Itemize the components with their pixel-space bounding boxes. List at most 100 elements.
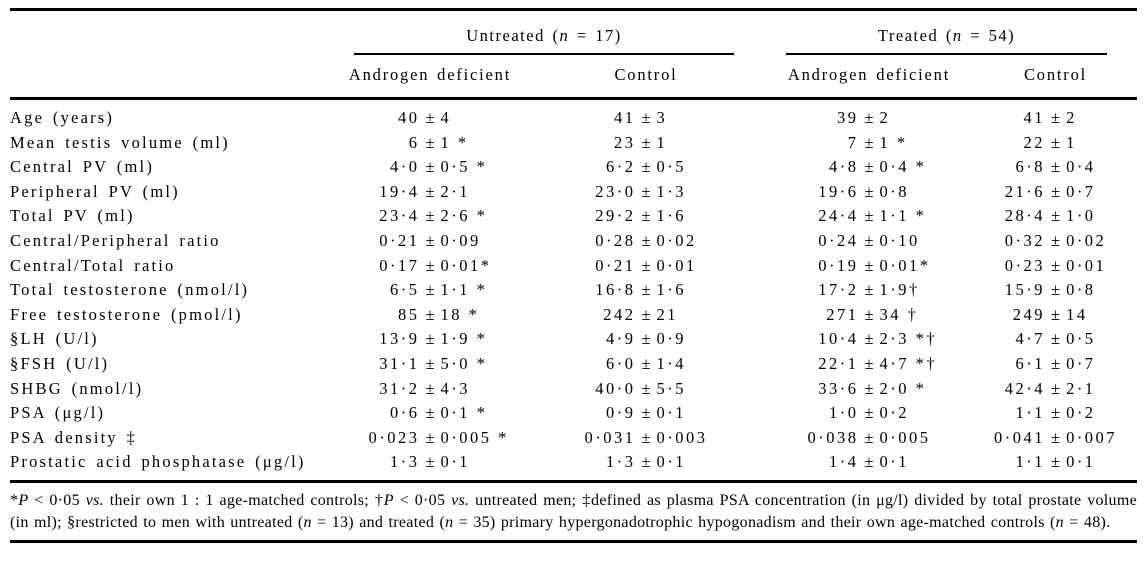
row-label: Central PV (ml) (10, 157, 155, 177)
table-row: PSA (μg/l) 0·6 ±0·1 * 0·9 ±0·1 1·0 ±0·2 1·1 ±0·2 (10, 401, 1137, 426)
group-header-untreated: Untreated (n = 17) (332, 10, 764, 55)
measurement-value: 0·038 (807, 427, 859, 447)
row-label: Total testosterone (nmol/l) (10, 280, 250, 300)
measurement-value: 6 (408, 132, 420, 152)
row-label: Age (years) (10, 108, 115, 127)
plus-minus-sign: ± (425, 255, 435, 275)
measurement: 0·32 ±0·02 (974, 229, 1137, 254)
data-cell: 28·4 ±1·0 (974, 204, 1137, 229)
plus-minus-sign: ± (641, 108, 651, 127)
measurement-error: 1 * (440, 132, 469, 152)
measurement-value: 10·4 (818, 329, 859, 349)
measurement-error: 2·3 *† (879, 329, 938, 349)
plus-minus-sign: ± (864, 403, 874, 423)
table-row: PSA density ‡ 0·023 ±0·005 * 0·031 ±0·003 0·0… (10, 426, 1137, 451)
measurement-value: 6·1 (1015, 353, 1045, 373)
column-header-untreated-androgen-deficient: Androgen deficient (332, 55, 528, 100)
data-cell: 19·4 ±2·1 (332, 180, 528, 205)
measurement-value: 15·9 (1004, 280, 1045, 300)
table-row: Central PV (ml) 4·0 ±0·5 * 6·2 ±0·5 4·8 ±0·4 *… (10, 155, 1137, 180)
plus-minus-sign: ± (425, 108, 435, 127)
measurement: 39 ±2 (764, 106, 974, 131)
measurement: 1·3 ±0·1 (528, 450, 764, 475)
measurement-value: 40·0 (595, 378, 636, 398)
plus-minus-sign: ± (864, 132, 874, 152)
data-cell: 6 ±1 * (332, 131, 528, 156)
measurement: 6·8 ±0·4 (974, 155, 1137, 180)
plus-minus-sign: ± (425, 403, 435, 423)
data-cell: 0·9 ±0·1 (528, 401, 764, 426)
plus-minus-sign: ± (1051, 230, 1061, 250)
measurement-value: 0·28 (595, 230, 636, 250)
measurement-value: 0·041 (994, 427, 1045, 447)
plus-minus-sign: ± (864, 329, 874, 349)
measurement: 41 ±3 (528, 106, 764, 131)
data-cell: 33·6 ±2·0 * (764, 377, 974, 402)
measurement-error: 2·6 * (440, 206, 488, 226)
plus-minus-sign: ± (641, 452, 651, 472)
measurement-error: 0·007 (1066, 427, 1118, 447)
plus-minus-sign: ± (864, 378, 874, 398)
data-cell: 1·4 ±0·1 (764, 450, 974, 481)
measurement-error: 0·09 (440, 230, 481, 250)
column-header-row: Androgen deficient Control Androgen defi… (10, 55, 1138, 100)
measurement-value: 21·6 (1004, 181, 1045, 201)
measurement-error: 5·5 (656, 378, 687, 398)
data-cell: 0·19 ±0·01* (764, 254, 974, 279)
plus-minus-sign: ± (641, 403, 651, 423)
measurement-value: 6·2 (605, 157, 636, 177)
plus-minus-sign: ± (425, 353, 435, 373)
measurement-value: 0·21 (379, 230, 420, 250)
data-cell: 4·9 ±0·9 (528, 327, 764, 352)
data-cell: 1·1 ±0·2 (974, 401, 1137, 426)
data-cell: 1·3 ±0·1 (528, 450, 764, 481)
data-cell: 0·21 ±0·01 (528, 254, 764, 279)
measurement-value: 24·4 (818, 206, 859, 226)
data-cell: 0·24 ±0·10 (764, 229, 974, 254)
measurement-value: 6·0 (605, 353, 636, 373)
table-row: Total PV (ml) 23·4 ±2·6 * 29·2 ±1·6 24·4 ±1·1 … (10, 204, 1137, 229)
measurement-value: 28·4 (1004, 206, 1045, 226)
measurement: 0·28 ±0·02 (528, 229, 764, 254)
italic-text: P (18, 491, 29, 509)
measurement-value: 0·19 (818, 255, 859, 275)
italic-text: n (445, 514, 454, 532)
measurement: 15·9 ±0·8 (974, 278, 1137, 303)
data-cell: 19·6 ±0·8 (764, 180, 974, 205)
measurement-error: 1·4 (656, 353, 687, 373)
table-row: Prostatic acid phosphatase (μg/l) 1·3 ±0·1… (10, 450, 1137, 481)
row-label: §LH (U/l) (10, 329, 99, 349)
plus-minus-sign: ± (864, 157, 874, 177)
measurement-error: 4·7 *† (879, 353, 938, 373)
measurement-value: 6·5 (389, 280, 420, 300)
measurement-error: 34 † (879, 304, 919, 324)
measurement-error: 5·0 * (440, 353, 488, 373)
measurement-error: 0·01* (879, 255, 931, 275)
data-cell: 6·2 ±0·5 (528, 155, 764, 180)
measurement-value: 271 (826, 304, 859, 324)
data-cell: 0·023 ±0·005 * (332, 426, 528, 451)
measurement: 1·0 ±0·2 (764, 401, 974, 426)
table-row: Mean testis volume (ml) 6 ±1 * 23 ±1 7 ±1 * 22 ±… (10, 131, 1137, 156)
corner-cell (10, 10, 332, 56)
data-cell: 6·5 ±1·1 * (332, 278, 528, 303)
measurement: 0·24 ±0·10 (764, 229, 974, 254)
plus-minus-sign: ± (864, 230, 874, 250)
measurement-value: 33·6 (818, 378, 859, 398)
row-label: PSA (μg/l) (10, 403, 106, 423)
data-cell: 23·0 ±1·3 (528, 180, 764, 205)
measurement: 33·6 ±2·0 * (764, 377, 974, 402)
measurement-error: 2 (879, 108, 891, 127)
table-row: Central/Peripheral ratio 0·21 ±0·09 0·28 ±0·… (10, 229, 1137, 254)
measurement: 10·4 ±2·3 *† (764, 327, 974, 352)
row-label: Free testosterone (pmol/l) (10, 304, 243, 324)
table-row: Total testosterone (nmol/l) 6·5 ±1·1 * 16·8… (10, 278, 1137, 303)
measurement-error: 0·01 (656, 255, 697, 275)
measurement-value: 0·24 (818, 230, 859, 250)
measurement-value: 17·2 (818, 280, 859, 300)
data-cell: 41 ±3 (528, 99, 764, 131)
measurement-error: 0·8 (1066, 280, 1096, 300)
measurement: 0·17 ±0·01* (332, 254, 528, 279)
plus-minus-sign: ± (864, 181, 874, 201)
data-cell: 271 ±34 † (764, 303, 974, 328)
